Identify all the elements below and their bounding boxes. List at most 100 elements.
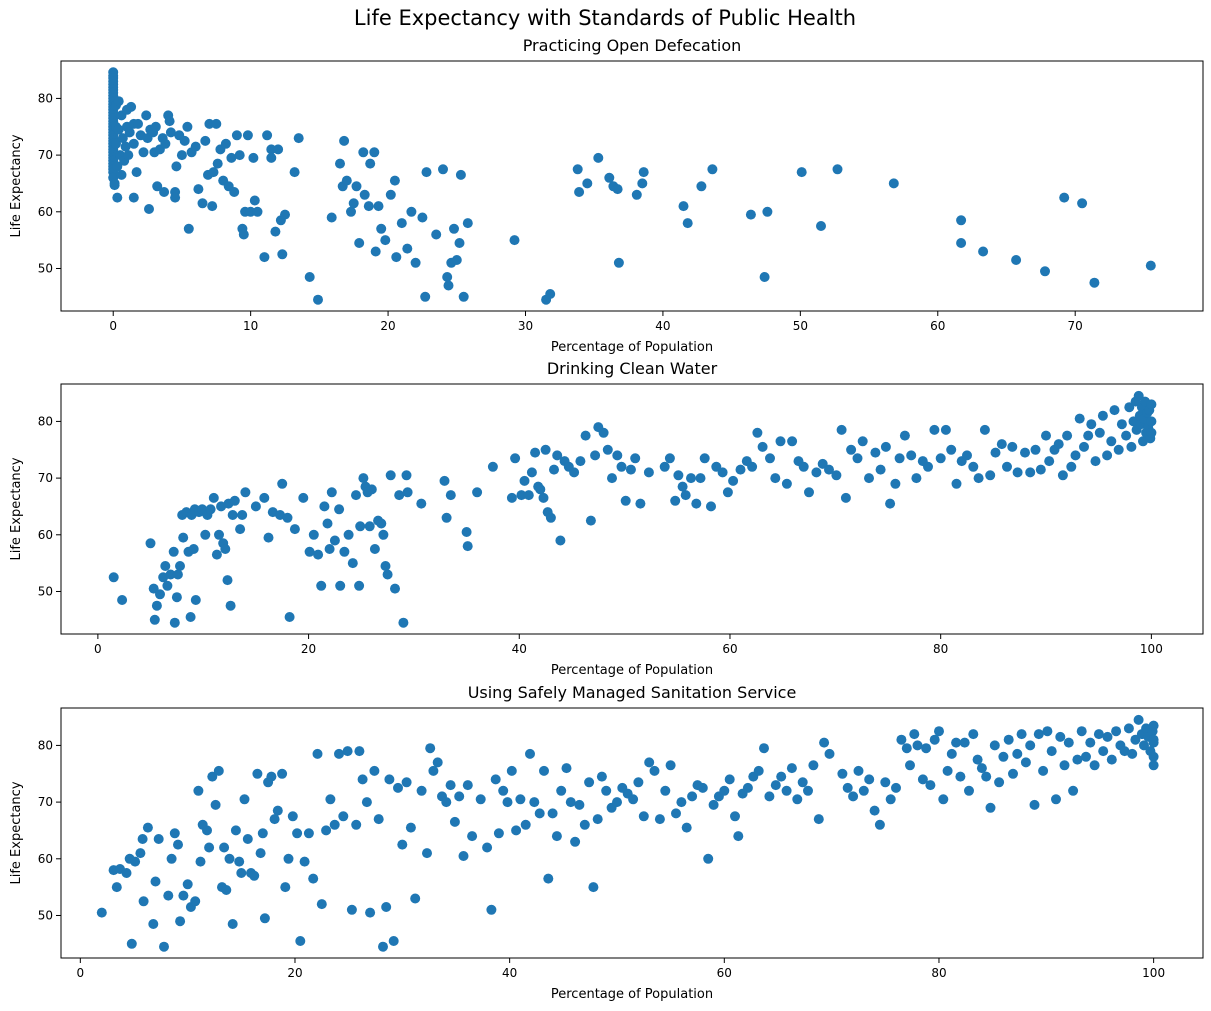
data-point: [946, 444, 957, 455]
data-point: [848, 791, 859, 802]
data-point: [128, 192, 139, 203]
data-point: [1083, 430, 1094, 441]
data-point: [303, 828, 314, 839]
data-point: [282, 512, 293, 523]
data-point: [486, 904, 497, 915]
data-point: [445, 780, 456, 791]
scatter-series: [108, 390, 1157, 628]
data-point: [676, 797, 687, 808]
data-point: [1011, 255, 1022, 265]
data-point: [959, 737, 970, 748]
data-point: [380, 235, 391, 246]
x-tick-label: 0: [94, 642, 102, 656]
data-point: [394, 490, 405, 501]
data-point: [325, 794, 336, 805]
data-point: [888, 178, 899, 189]
data-point: [277, 768, 288, 779]
data-point: [292, 828, 303, 839]
data-point: [112, 192, 123, 203]
data-point: [798, 461, 809, 472]
data-point: [1113, 444, 1124, 455]
data-point: [601, 785, 612, 796]
data-point: [355, 521, 366, 532]
data-point: [227, 919, 238, 929]
data-point: [1094, 427, 1105, 438]
data-point: [112, 161, 123, 172]
data-point: [175, 916, 186, 927]
data-point: [249, 870, 260, 881]
data-point: [735, 464, 746, 475]
data-point: [150, 121, 161, 132]
data-point: [351, 181, 362, 192]
data-point: [1016, 729, 1027, 740]
data-point: [1044, 456, 1055, 467]
data-point: [670, 495, 681, 506]
data-point: [109, 180, 120, 191]
data-point: [535, 484, 546, 495]
x-tick-label: 0: [76, 966, 84, 980]
x-tick-label: 60: [930, 319, 945, 333]
data-point: [252, 768, 263, 779]
data-point: [346, 206, 356, 217]
data-point: [813, 814, 824, 825]
data-point: [238, 229, 249, 240]
data-point: [179, 135, 190, 146]
data-point: [1059, 760, 1070, 771]
data-point: [511, 825, 522, 836]
data-point: [633, 777, 644, 788]
data-point: [354, 580, 365, 591]
data-point: [649, 765, 660, 776]
data-point: [1081, 751, 1091, 762]
data-point: [295, 936, 306, 946]
data-point: [901, 743, 912, 754]
data-point: [885, 498, 896, 509]
data-point: [964, 785, 974, 796]
data-point: [240, 487, 251, 498]
x-tick-label: 20: [380, 319, 395, 333]
data-point: [169, 617, 180, 628]
x-tick-label: 0: [109, 319, 117, 333]
data-point: [631, 189, 642, 200]
data-point: [482, 842, 493, 853]
data-point: [380, 561, 391, 571]
data-point: [263, 532, 274, 543]
data-point: [547, 808, 558, 819]
data-point: [1057, 470, 1068, 481]
data-point: [304, 272, 315, 282]
scatter-series: [96, 714, 1159, 952]
subplot-title: Practicing Open Defecation: [523, 36, 742, 55]
data-point: [612, 184, 623, 195]
data-point: [759, 272, 770, 282]
data-point: [113, 124, 124, 135]
data-point: [313, 549, 324, 560]
data-point: [166, 853, 177, 864]
y-tick-label: 60: [38, 852, 53, 866]
data-point: [312, 748, 323, 759]
data-point: [338, 811, 349, 822]
data-point: [442, 272, 453, 282]
data-point: [111, 882, 122, 893]
data-point: [925, 780, 936, 791]
data-point: [549, 464, 559, 475]
data-point: [776, 771, 787, 782]
data-point: [111, 138, 121, 149]
x-tick-label: 40: [655, 319, 670, 333]
data-point: [354, 238, 365, 248]
data-point: [951, 737, 962, 748]
data-point: [193, 184, 204, 195]
data-point: [108, 572, 119, 583]
data-point: [612, 797, 622, 808]
data-point: [284, 612, 295, 622]
data-point: [385, 470, 396, 481]
data-point: [628, 794, 639, 805]
data-point: [280, 882, 291, 893]
data-point: [638, 167, 649, 178]
data-point: [242, 834, 253, 844]
data-point: [326, 487, 337, 498]
data-point: [359, 189, 370, 200]
data-point: [230, 825, 241, 836]
data-point: [335, 158, 345, 169]
data-point: [334, 748, 344, 759]
data-point: [1123, 723, 1134, 734]
data-point: [308, 873, 319, 884]
